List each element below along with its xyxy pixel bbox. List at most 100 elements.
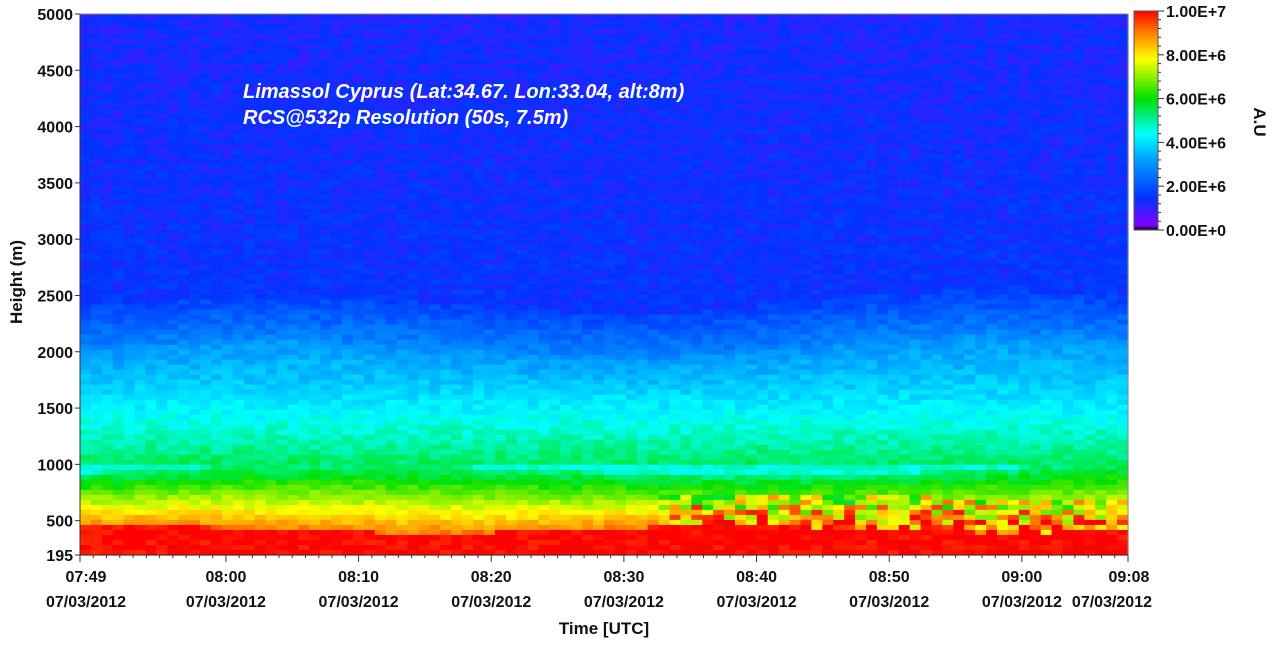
heatmap-cell bbox=[200, 499, 212, 506]
heatmap-cell bbox=[396, 519, 409, 526]
heatmap-cell bbox=[549, 399, 561, 406]
heatmap-cell bbox=[451, 154, 463, 160]
heatmap-cell bbox=[90, 19, 103, 25]
heatmap-cell bbox=[101, 474, 114, 481]
heatmap-cell bbox=[145, 244, 158, 251]
heatmap-cell bbox=[352, 259, 365, 266]
heatmap-cell bbox=[494, 514, 507, 521]
heatmap-cell bbox=[276, 534, 289, 541]
heatmap-cell bbox=[462, 149, 474, 155]
heatmap-cell bbox=[309, 404, 321, 411]
heatmap-cell bbox=[473, 169, 485, 175]
heatmap-cell bbox=[505, 484, 518, 491]
heatmap-cell bbox=[396, 299, 409, 306]
heatmap-cell bbox=[418, 144, 430, 150]
heatmap-cell bbox=[265, 199, 278, 205]
heatmap-cell bbox=[483, 439, 496, 446]
heatmap-cell bbox=[90, 409, 103, 416]
heatmap-cell bbox=[483, 219, 496, 225]
heatmap-cell bbox=[123, 104, 136, 110]
heatmap-cell bbox=[407, 59, 420, 65]
heatmap-cell bbox=[221, 424, 234, 431]
heatmap-cell bbox=[265, 239, 278, 246]
heatmap-cell bbox=[451, 29, 463, 35]
heatmap-cell bbox=[80, 119, 92, 125]
heatmap-cell bbox=[123, 114, 136, 120]
heatmap-cell bbox=[331, 224, 343, 230]
heatmap-cell bbox=[178, 39, 190, 45]
heatmap-cell bbox=[90, 334, 103, 341]
heatmap-cell bbox=[407, 434, 420, 441]
heatmap-cell bbox=[374, 319, 387, 326]
heatmap-cell bbox=[156, 379, 168, 386]
heatmap-cell bbox=[123, 249, 136, 256]
heatmap-cell bbox=[276, 114, 289, 120]
heatmap-cell bbox=[90, 294, 103, 301]
heatmap-cell bbox=[429, 34, 441, 40]
heatmap-cell bbox=[483, 259, 496, 266]
heatmap-cell bbox=[516, 489, 529, 496]
heatmap-cell bbox=[287, 284, 299, 291]
heatmap-cell bbox=[254, 294, 267, 301]
heatmap-cell bbox=[549, 334, 561, 341]
heatmap-cell bbox=[178, 294, 190, 301]
heatmap-cell bbox=[298, 374, 310, 381]
heatmap-cell bbox=[232, 244, 245, 251]
heatmap-cell bbox=[200, 239, 212, 246]
heatmap-cell bbox=[211, 259, 223, 266]
heatmap-cell bbox=[90, 489, 103, 496]
heatmap-cell bbox=[516, 214, 529, 220]
heatmap-cell bbox=[560, 229, 572, 236]
heatmap-cell bbox=[505, 524, 518, 531]
heatmap-cell bbox=[112, 129, 125, 135]
heatmap-cell bbox=[298, 349, 310, 356]
heatmap-cell bbox=[483, 549, 496, 556]
heatmap-cell bbox=[276, 464, 289, 471]
heatmap-cell bbox=[232, 444, 245, 451]
heatmap-cell bbox=[276, 194, 289, 200]
heatmap-cell bbox=[549, 264, 561, 271]
heatmap-cell bbox=[451, 234, 463, 241]
heatmap-cell bbox=[254, 309, 267, 316]
heatmap-cell bbox=[483, 214, 496, 220]
heatmap-cell bbox=[189, 264, 201, 271]
heatmap-cell bbox=[145, 484, 158, 491]
heatmap-cell bbox=[265, 259, 278, 266]
heatmap-cell bbox=[276, 199, 289, 205]
heatmap-cell bbox=[287, 524, 299, 531]
heatmap-cell bbox=[549, 244, 561, 251]
heatmap-cell bbox=[483, 309, 496, 316]
heatmap-cell bbox=[232, 164, 245, 170]
heatmap-cell bbox=[243, 49, 256, 55]
heatmap-cell bbox=[429, 354, 441, 361]
heatmap-cell bbox=[352, 449, 365, 456]
heatmap-cell bbox=[287, 79, 299, 85]
heatmap-cell bbox=[538, 459, 551, 466]
heatmap-cell bbox=[451, 329, 463, 336]
heatmap-cell bbox=[101, 304, 114, 311]
heatmap-cell bbox=[483, 119, 496, 125]
heatmap-cell bbox=[582, 109, 594, 115]
heatmap-cell bbox=[527, 104, 540, 110]
heatmap-cell bbox=[320, 144, 332, 150]
heatmap-cell bbox=[352, 514, 365, 521]
heatmap-cell bbox=[123, 234, 136, 241]
heatmap-cell bbox=[549, 429, 561, 436]
heatmap-cell bbox=[309, 224, 321, 230]
heatmap-cell bbox=[582, 114, 594, 120]
heatmap-cell bbox=[483, 224, 496, 230]
heatmap-cell bbox=[451, 159, 463, 165]
heatmap-cell bbox=[527, 219, 540, 225]
heatmap-cell bbox=[90, 354, 103, 361]
heatmap-cell bbox=[298, 289, 310, 296]
heatmap-cell bbox=[101, 169, 114, 175]
heatmap-cell bbox=[549, 254, 561, 261]
heatmap-cell bbox=[407, 409, 420, 416]
heatmap-cell bbox=[221, 409, 234, 416]
heatmap-cell bbox=[385, 434, 398, 441]
heatmap-cell bbox=[200, 434, 212, 441]
heatmap-cell bbox=[134, 539, 147, 546]
heatmap-cell bbox=[407, 304, 420, 311]
heatmap-cell bbox=[549, 494, 561, 501]
heatmap-cell bbox=[243, 24, 256, 30]
